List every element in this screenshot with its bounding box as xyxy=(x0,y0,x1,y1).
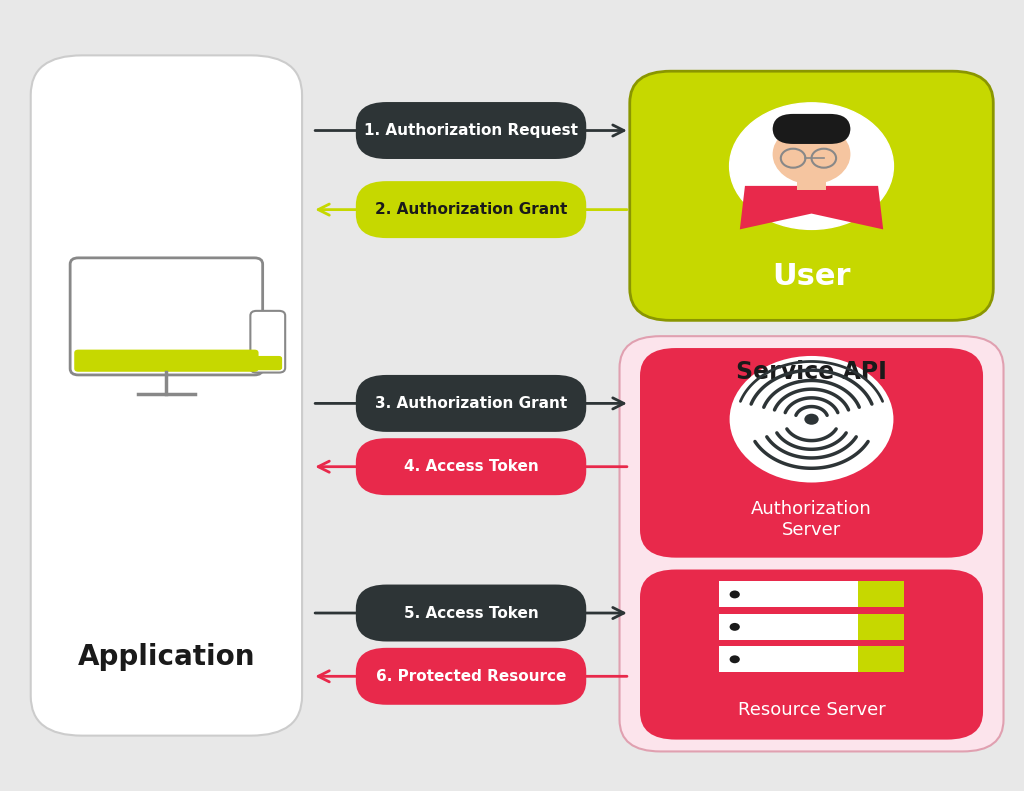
Circle shape xyxy=(729,356,893,483)
Circle shape xyxy=(804,414,819,425)
FancyBboxPatch shape xyxy=(75,350,258,372)
FancyBboxPatch shape xyxy=(857,581,903,607)
FancyBboxPatch shape xyxy=(640,348,983,558)
Text: 3. Authorization Grant: 3. Authorization Grant xyxy=(375,396,567,411)
FancyBboxPatch shape xyxy=(797,170,825,190)
Circle shape xyxy=(729,590,740,598)
Text: User: User xyxy=(772,263,851,291)
Text: 6. Protected Resource: 6. Protected Resource xyxy=(376,669,566,683)
FancyBboxPatch shape xyxy=(640,570,983,740)
FancyBboxPatch shape xyxy=(254,356,283,370)
Circle shape xyxy=(729,103,893,229)
Text: 5. Access Token: 5. Access Token xyxy=(403,606,539,620)
Text: Service API: Service API xyxy=(736,360,887,384)
FancyBboxPatch shape xyxy=(70,258,262,375)
FancyBboxPatch shape xyxy=(31,55,302,736)
Text: Resource Server: Resource Server xyxy=(737,701,886,718)
FancyBboxPatch shape xyxy=(719,646,904,672)
Circle shape xyxy=(772,124,850,184)
Circle shape xyxy=(729,655,740,663)
Text: Application: Application xyxy=(78,642,255,671)
FancyBboxPatch shape xyxy=(620,336,1004,751)
FancyBboxPatch shape xyxy=(356,648,586,705)
Text: 2. Authorization Grant: 2. Authorization Grant xyxy=(375,202,567,217)
FancyBboxPatch shape xyxy=(356,181,586,238)
Text: Authorization
Server: Authorization Server xyxy=(752,500,871,539)
FancyBboxPatch shape xyxy=(356,375,586,432)
FancyBboxPatch shape xyxy=(630,71,993,320)
Text: 4. Access Token: 4. Access Token xyxy=(403,460,539,474)
FancyBboxPatch shape xyxy=(857,646,903,672)
FancyBboxPatch shape xyxy=(719,581,904,607)
FancyBboxPatch shape xyxy=(857,614,903,640)
FancyBboxPatch shape xyxy=(719,614,904,640)
FancyBboxPatch shape xyxy=(250,311,285,373)
FancyBboxPatch shape xyxy=(356,102,586,159)
FancyBboxPatch shape xyxy=(772,114,850,144)
Text: 1. Authorization Request: 1. Authorization Request xyxy=(365,123,578,138)
FancyBboxPatch shape xyxy=(356,438,586,495)
Polygon shape xyxy=(739,186,883,229)
Circle shape xyxy=(729,623,740,631)
FancyBboxPatch shape xyxy=(356,585,586,642)
